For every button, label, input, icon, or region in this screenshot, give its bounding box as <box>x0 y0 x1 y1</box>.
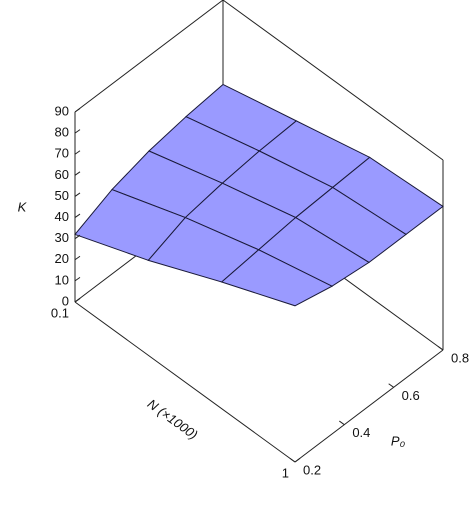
x-tick <box>74 297 81 303</box>
z-tick-label: 70 <box>55 146 69 161</box>
z-tick-label: 80 <box>55 125 69 140</box>
y-tick <box>388 383 394 388</box>
z-tick-label: 60 <box>55 167 69 182</box>
x-tick <box>294 457 301 463</box>
z-tick <box>74 171 81 176</box>
y-tick-label: 0.8 <box>451 350 469 365</box>
y-tick <box>437 345 444 351</box>
z-tick-label: 20 <box>55 251 69 266</box>
z-tick-label: 0 <box>62 293 69 308</box>
y-tick <box>339 420 345 426</box>
x-tick-label: 0.1 <box>51 305 69 320</box>
y-axis-title: P₀ <box>391 433 406 448</box>
y-tick-label: 0.6 <box>402 388 420 403</box>
x-axis <box>74 301 296 463</box>
y-tick-label: 0.2 <box>303 462 321 477</box>
z-tick <box>74 150 81 155</box>
z-tick-label: 10 <box>55 272 69 287</box>
z-tick-label: 90 <box>55 103 69 118</box>
y-axis <box>294 349 444 463</box>
z-tick <box>74 213 81 218</box>
z-tick <box>74 129 81 134</box>
x-axis-title: N (×1000) <box>145 396 201 442</box>
surface-patch <box>220 249 334 307</box>
z-tick <box>74 108 81 113</box>
x-tick-label: 1 <box>282 465 289 480</box>
z-tick <box>74 192 81 197</box>
box-edge <box>222 0 444 161</box>
y-tick <box>289 457 296 463</box>
z-tick-label: 30 <box>55 230 69 245</box>
z-tick <box>74 255 81 261</box>
box-edge <box>74 0 224 113</box>
z-tick-label: 40 <box>55 209 69 224</box>
z-tick-label: 50 <box>55 188 69 203</box>
z-tick <box>74 276 81 282</box>
z-tick <box>74 234 81 240</box>
z-axis-title: K <box>18 199 28 214</box>
y-tick-label: 0.4 <box>352 425 370 440</box>
